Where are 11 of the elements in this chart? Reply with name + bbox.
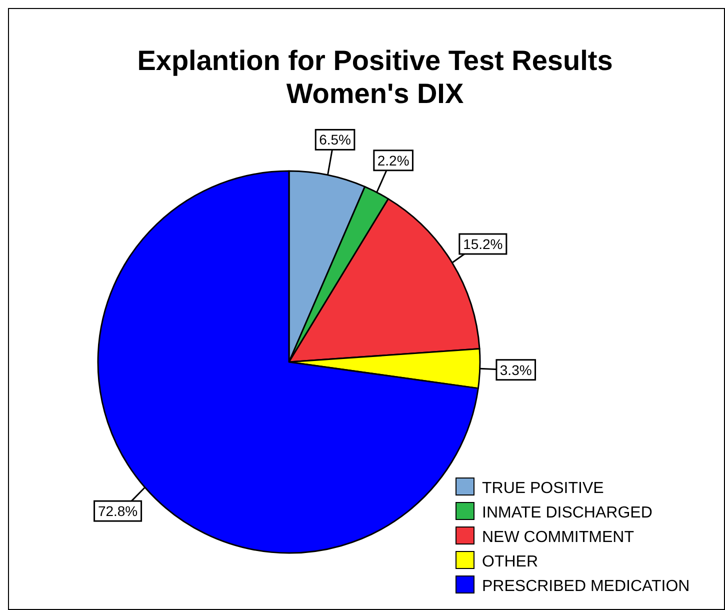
legend-label: TRUE POSITIVE: [482, 480, 604, 497]
data-label: 3.3%: [500, 362, 532, 378]
chart-title: Explantion for Positive Test Results Women's DIX: [137, 45, 613, 109]
data-label: 2.2%: [377, 152, 410, 168]
legend-label: PRESCRIBED MEDICATION: [482, 578, 690, 595]
legend-label: INMATE DISCHARGED: [482, 504, 652, 522]
legend-label: OTHER: [482, 554, 538, 570]
data-label: 6.5%: [319, 132, 351, 148]
legend-label: NEW COMMITMENT: [482, 529, 634, 546]
data-label: 72.8%: [98, 503, 138, 520]
data-label: 15.2%: [463, 236, 503, 252]
